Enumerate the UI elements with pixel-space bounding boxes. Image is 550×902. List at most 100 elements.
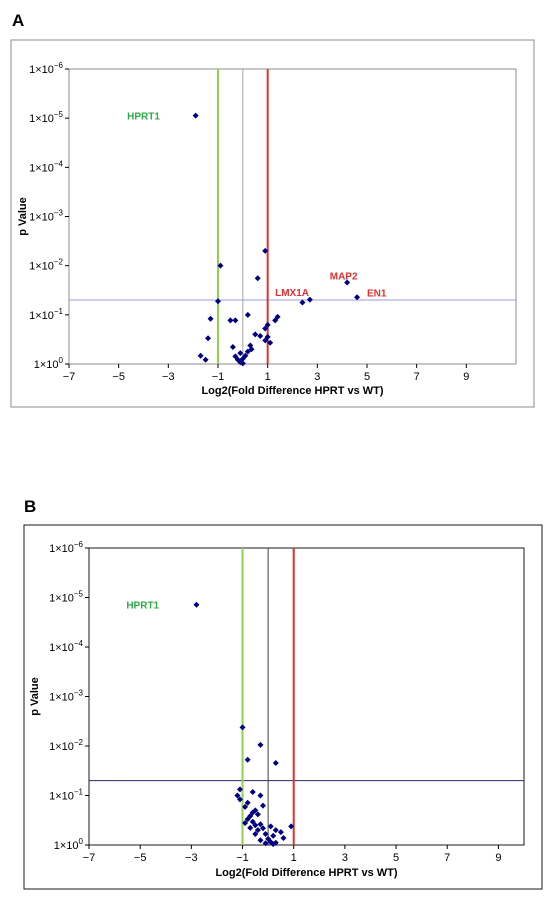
- panel-b-data-point: [260, 802, 266, 809]
- panel-a-data-point: [354, 294, 361, 301]
- panel-b-data-point: [257, 741, 264, 748]
- panel-b-data-point: [280, 834, 287, 841]
- panel-a-data-point: [237, 350, 244, 357]
- panel-a-data-point: [244, 348, 251, 355]
- panel-b-data-point: [249, 809, 256, 816]
- panel-b-data-point: [254, 827, 261, 834]
- panel-a-data-point: [344, 279, 351, 286]
- panel-b-data-point: [262, 831, 269, 838]
- panel-a-frame: [10, 39, 535, 408]
- panel-a-x-tick-label: −7: [63, 371, 76, 383]
- panel-a-data-point: [244, 311, 251, 318]
- panel-a-x-tick-label: −5: [112, 371, 125, 383]
- panel-a-data-point: [229, 343, 236, 350]
- panel-b-data-point: [247, 824, 254, 831]
- panel-b-y-axis-label: p Value: [29, 677, 41, 716]
- panel-a-x-tick-label: −3: [162, 371, 175, 383]
- panel-b-x-tick-label: −5: [134, 852, 147, 864]
- panel-b-data-point: [257, 821, 264, 828]
- panel-a-x-axis-label: Log2(Fold Difference HPRT vs WT): [201, 385, 383, 397]
- panel-a-data-point: [272, 317, 279, 324]
- panel-b-annotation-hprt1: HPRT1: [126, 601, 159, 612]
- panel-b-data-point: [244, 756, 251, 763]
- panel-a-annotation-map2: MAP2: [330, 272, 358, 283]
- panel-a-data-point: [232, 317, 239, 324]
- panel-a-data-point: [227, 317, 234, 324]
- panel-b-y-tick-label: 1×10−5: [49, 590, 83, 605]
- panel-b-y-tick-label: 1×100: [54, 837, 84, 852]
- panel-a-x-tick-label: 5: [364, 371, 370, 383]
- panel-b-data-point: [242, 820, 249, 827]
- panel-a-data-point: [264, 321, 271, 328]
- panel-b-x-tick-label: 1: [291, 852, 297, 864]
- panel-b-data-point: [288, 823, 295, 830]
- panel-b-letter: B: [24, 497, 36, 516]
- panel-a-y-tick-label: 1×10−5: [29, 110, 63, 125]
- panel-b-plot: −7 −5 −3 −1 1 3 5 7 9 1×10−6 1×10−5 1×10−4 1×10−3 1×1…: [29, 540, 525, 879]
- panel-b-data-point: [239, 724, 246, 731]
- panel-b-x-tick-label: 7: [444, 852, 450, 864]
- panel-b-data-point: [252, 822, 259, 829]
- panel-b-y-tick-label: 1×10−6: [49, 540, 83, 555]
- panel-b-frame: [23, 524, 543, 890]
- panel-b-data-point: [267, 823, 274, 830]
- panel-a-data-point: [239, 355, 246, 362]
- panel-a-annotation-lmx1a: LMX1A: [275, 288, 309, 299]
- panel-a-data-point: [257, 333, 264, 340]
- panel-b-x-tick-label: −7: [83, 852, 96, 864]
- panel-a-data-point: [262, 247, 269, 254]
- panel-a-data-point: [299, 299, 306, 306]
- panel-b-x-tick-label: 9: [495, 852, 501, 864]
- panel-a-annotation-hprt1: HPRT1: [127, 112, 160, 123]
- panel-a: A −7 −5 −3 −1 1 3 5 7 9 1×10−6 1×10−5 1×10−4 1×10−3 1…: [10, 11, 535, 408]
- panel-a-data-point: [217, 262, 224, 269]
- panel-b-data-point: [260, 825, 266, 832]
- panel-a-data-point: [262, 325, 269, 332]
- panel-b-data-point: [244, 799, 251, 806]
- panel-a-data-point: [252, 331, 259, 338]
- panel-b-data-point: [254, 811, 261, 818]
- panel-a-x-tick-label: 3: [314, 371, 320, 383]
- panel-a-y-tick-label: 1×10−1: [29, 307, 63, 322]
- panel-b-data-point: [270, 841, 277, 848]
- panel-b-data-point: [272, 759, 279, 766]
- panel-b-data-point: [193, 601, 200, 608]
- panel-a-plot-area: [68, 68, 517, 365]
- panel-a-plot: −7 −5 −3 −1 1 3 5 7 9 1×10−6 1×10−5 1×10−4 1×10−3 1×1…: [17, 61, 517, 397]
- panel-b-data-point: [242, 803, 249, 810]
- panel-a-x-tick-label: 7: [414, 371, 420, 383]
- panel-a-data-point: [192, 112, 199, 119]
- panel-b-x-tick-label: −1: [236, 852, 249, 864]
- panel-a-x-tick-label: −1: [212, 371, 225, 383]
- panel-a-data-point: [248, 346, 255, 353]
- panel-a-y-tick-label: 1×10−4: [29, 159, 63, 174]
- panel-a-annotation-en1: EN1: [367, 288, 387, 299]
- panel-b-y-tick-label: 1×10−4: [49, 639, 83, 654]
- panel-a-y-tick-label: 1×10−6: [29, 61, 63, 76]
- panel-b-data-point: [249, 789, 256, 796]
- panel-b: B −7 −5 −3 −1 1 3 5 7 9 1×10−6 1×10−5 1×10−4 1×10−3 1…: [23, 497, 543, 890]
- panel-a-data-point: [306, 296, 313, 303]
- panel-b-x-tick-label: 3: [342, 852, 348, 864]
- panel-a-data-point: [205, 335, 212, 342]
- panel-b-data-point: [234, 792, 241, 799]
- panel-b-data-point: [236, 786, 243, 793]
- panel-b-data-point: [252, 831, 259, 838]
- panel-b-data-point: [270, 832, 277, 839]
- panel-a-y-tick-label: 1×10−2: [29, 258, 63, 273]
- panel-a-data-point: [239, 360, 246, 367]
- panel-a-data-point: [215, 298, 221, 305]
- panel-a-x-tick-label: 9: [463, 371, 469, 383]
- panel-a-x-tick-label: 1: [265, 371, 271, 383]
- panel-a-data-point: [267, 339, 274, 346]
- panel-a-y-tick-label: 1×100: [34, 356, 64, 371]
- panel-a-y-axis-label: p Value: [17, 197, 29, 236]
- panel-b-x-tick-label: 5: [393, 852, 399, 864]
- panel-b-data-point: [257, 792, 264, 799]
- panel-b-data-point: [272, 827, 279, 834]
- panel-a-data-point: [254, 275, 261, 282]
- panel-b-y-tick-label: 1×10−2: [49, 738, 83, 753]
- panel-b-data-point: [236, 796, 243, 803]
- panel-b-data-point: [249, 818, 256, 825]
